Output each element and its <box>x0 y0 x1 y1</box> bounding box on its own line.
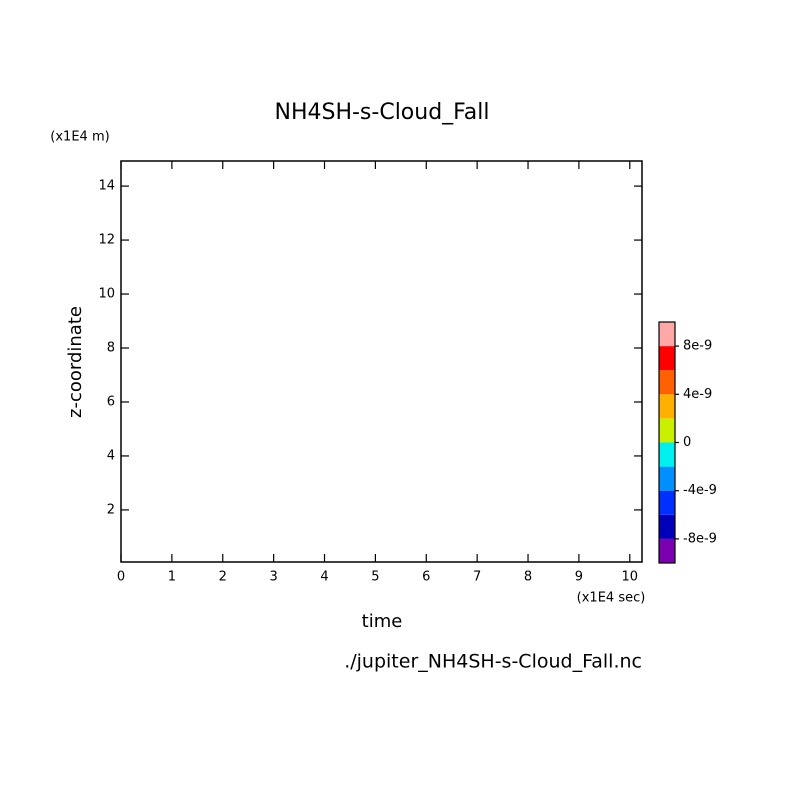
colorbar-tick-label: -8e-9 <box>683 531 717 546</box>
x-tick-label: 7 <box>473 570 481 585</box>
y-tick-label: 10 <box>98 287 115 302</box>
x-tick-label: 9 <box>575 570 583 585</box>
x-tick-label: 6 <box>422 570 430 585</box>
y-tick-label: 14 <box>98 179 115 194</box>
colorbar-tick-label: -4e-9 <box>683 483 717 498</box>
y-tick-label: 12 <box>98 233 115 248</box>
colorbar-bin <box>659 442 675 467</box>
colorbar-tick-label: 4e-9 <box>683 387 712 402</box>
y-tick-label: 4 <box>107 448 115 463</box>
colorbar-tick-label: 8e-9 <box>683 339 712 354</box>
chart-title: NH4SH-s-Cloud_Fall <box>274 100 489 125</box>
footer: ./jupiter_NH4SH-s-Cloud_Fall.nc <box>344 651 642 673</box>
colorbar-tick-label: 0 <box>683 435 691 450</box>
x-tick-label: 8 <box>524 570 532 585</box>
x-unit: (x1E4 sec) <box>577 591 646 606</box>
colorbar-bin <box>659 514 675 539</box>
colorbar-bin <box>659 490 675 515</box>
y-tick-label: 2 <box>107 502 115 517</box>
colorbar-bin <box>659 370 675 395</box>
colorbar-bin <box>659 346 675 371</box>
x-tick-label: 10 <box>622 570 639 585</box>
colorbar-bin <box>659 466 675 491</box>
x-tick-label: 4 <box>320 570 328 585</box>
x-tick-label: 5 <box>371 570 379 585</box>
y-axis-label: z-coordinate <box>65 306 86 418</box>
x-tick-label: 1 <box>168 570 176 585</box>
x-tick-label: 3 <box>269 570 277 585</box>
x-tick-label: 2 <box>219 570 227 585</box>
colorbar-bin <box>659 394 675 419</box>
colorbar-bin <box>659 538 675 563</box>
colorbar-bin <box>659 322 675 347</box>
y-unit: (x1E4 m) <box>50 130 109 145</box>
x-axis-label: time <box>362 611 403 632</box>
x-tick-label: 0 <box>117 570 125 585</box>
colorbar-bin <box>659 418 675 443</box>
y-tick-label: 8 <box>107 341 115 356</box>
plot-frame <box>120 160 643 563</box>
y-tick-label: 6 <box>107 394 115 409</box>
